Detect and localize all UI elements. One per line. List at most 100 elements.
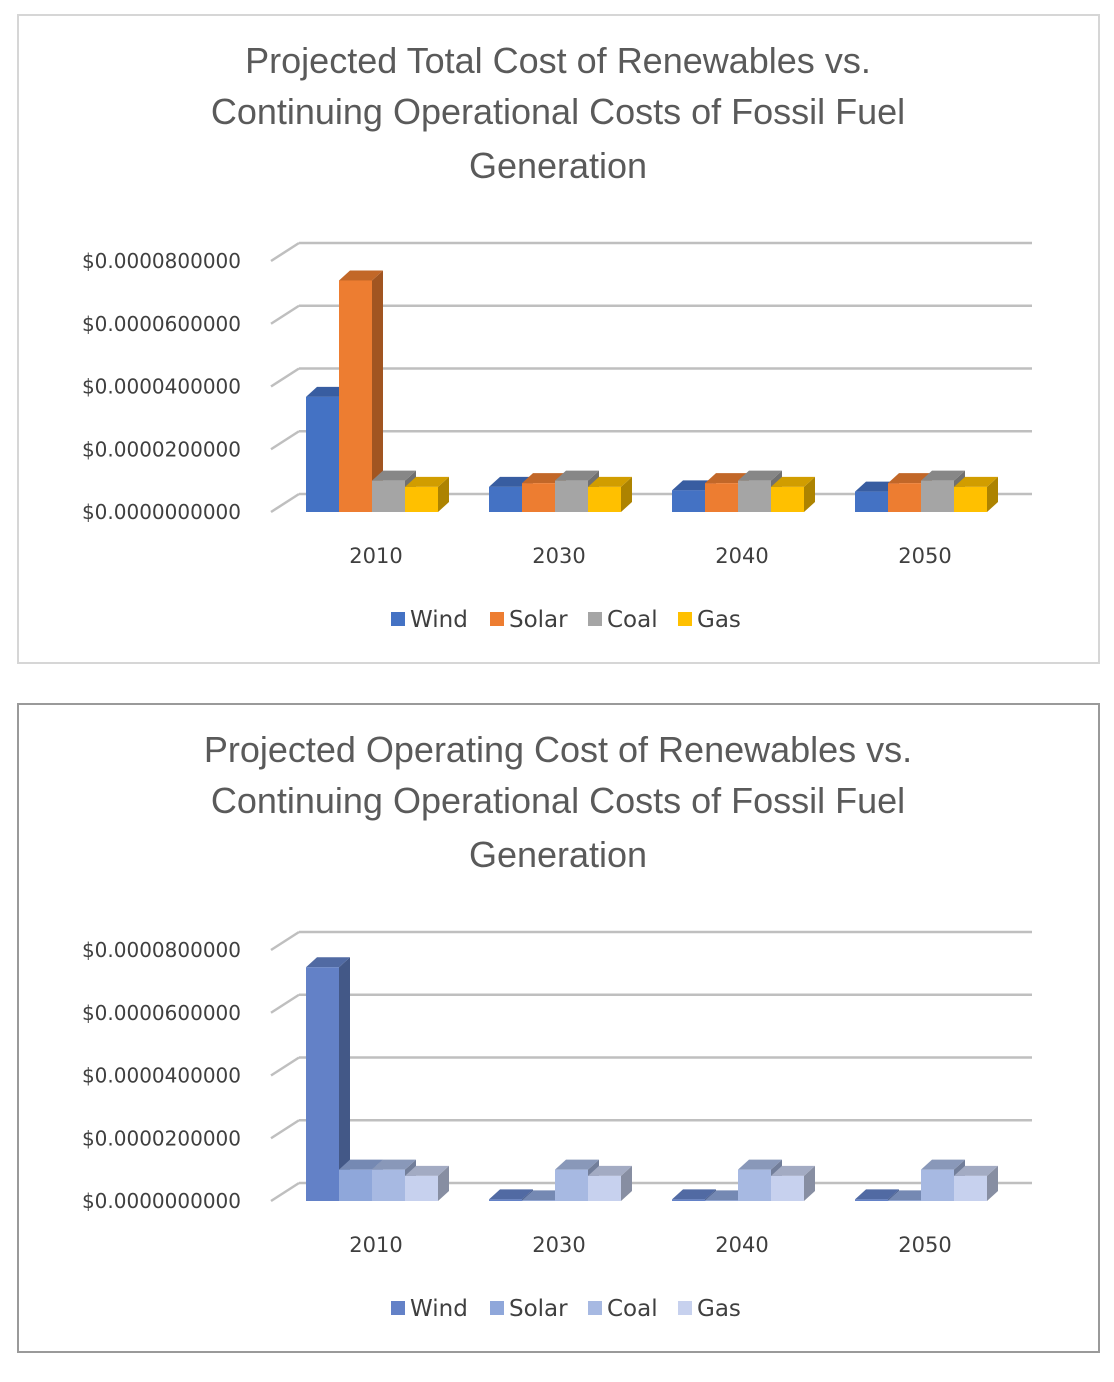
gridline-depth <box>270 367 300 388</box>
legend-label: Wind <box>410 1296 468 1322</box>
gridline-depth <box>270 241 300 263</box>
bar-front <box>738 1169 771 1201</box>
bar-front <box>306 967 339 1201</box>
gridline-depth <box>270 492 300 514</box>
bar-solar-2010 <box>339 270 383 512</box>
bar-top <box>489 1189 533 1200</box>
bar-top <box>306 957 350 968</box>
bar-front <box>555 480 588 512</box>
bar-front <box>489 486 522 512</box>
bar-gas-2040 <box>771 476 815 512</box>
bar-top <box>405 476 449 487</box>
y-tick-label: $0.0000200000 <box>82 1126 241 1150</box>
gridline-depth <box>270 430 300 451</box>
bar-top <box>672 1189 716 1200</box>
chart-panel-total-cost: Projected Total Cost of Renewables vs. Co… <box>17 14 1100 664</box>
legend-item-solar: Solar <box>490 1296 568 1322</box>
legend-item-coal: Coal <box>588 607 658 633</box>
bar-front <box>954 486 987 512</box>
bar-front <box>555 1169 588 1201</box>
legend-item-coal: Coal <box>588 1296 658 1322</box>
bar-gas-2030 <box>588 1165 632 1201</box>
x-category-label: 2010 <box>349 1233 402 1257</box>
legend-item-gas: Gas <box>678 607 741 633</box>
bars <box>306 270 998 512</box>
y-tick-label: $0.0000400000 <box>82 1064 241 1088</box>
y-tick-label: $0.0000600000 <box>82 312 241 336</box>
legend-swatch <box>678 612 692 626</box>
bar-gas-2010 <box>405 1165 449 1201</box>
bar-side <box>804 1165 815 1201</box>
bar-top <box>738 470 782 481</box>
legend-label: Solar <box>509 607 568 633</box>
legend-swatch <box>588 612 602 626</box>
legend: Wind Solar Coal Gas <box>391 607 741 633</box>
chart-total-cost: Projected Total Cost of Renewables vs. Co… <box>82 40 1032 633</box>
gridline-depth <box>270 1181 300 1203</box>
bar-front <box>738 480 771 512</box>
bar-gas-2050 <box>954 476 998 512</box>
bar-top <box>954 1165 998 1176</box>
chart-title: Projected Total Cost of Renewables vs. Co… <box>211 40 905 186</box>
bars <box>306 957 998 1201</box>
bar-side <box>987 476 998 512</box>
bar-top <box>339 1159 383 1170</box>
legend-swatch <box>588 1301 602 1315</box>
legend-swatch <box>391 612 405 626</box>
y-tick-label: $0.0000200000 <box>82 437 241 461</box>
bar-front <box>405 486 438 512</box>
bar-top <box>339 270 383 281</box>
bar-top <box>954 476 998 487</box>
legend-swatch <box>391 1301 405 1315</box>
bar-top <box>372 1159 416 1170</box>
bar-top <box>855 1189 899 1200</box>
bar-top <box>372 470 416 481</box>
legend-label: Solar <box>509 1296 568 1322</box>
gridline-depth <box>270 304 300 325</box>
chart-title-line-1: Projected Total Cost of Renewables vs. <box>245 40 871 81</box>
bar-wind-2010 <box>306 957 350 1201</box>
bar-front <box>672 490 705 512</box>
chart-title: Projected Operating Cost of Renewables v… <box>204 729 912 875</box>
chart-title-line-2: Continuing Operational Costs of Fossil F… <box>211 780 905 821</box>
chart-title-line-3: Generation <box>469 145 647 186</box>
bar-front <box>855 1199 888 1201</box>
legend-label: Coal <box>607 1296 658 1322</box>
bar-top <box>771 476 815 487</box>
bar-front <box>921 1169 954 1201</box>
gridline-depth <box>270 1056 300 1077</box>
chart-title-line-1: Projected Operating Cost of Renewables v… <box>204 729 912 770</box>
chart-panel-operating-cost: Projected Operating Cost of Renewables v… <box>17 703 1100 1353</box>
bar-front <box>405 1175 438 1201</box>
gridlines <box>270 930 1032 1203</box>
legend-swatch <box>490 1301 504 1315</box>
bar-front <box>588 486 621 512</box>
legend-label: Coal <box>607 607 658 633</box>
bar-front <box>888 483 921 512</box>
y-tick-label: $0.0000800000 <box>82 938 241 962</box>
bar-front <box>921 480 954 512</box>
y-tick-label: $0.0000400000 <box>82 375 241 399</box>
bar-gas-2050 <box>954 1165 998 1201</box>
bar-front <box>306 396 339 512</box>
bar-top <box>771 1165 815 1176</box>
legend-label: Gas <box>697 1296 741 1322</box>
bar-gas-2010 <box>405 476 449 512</box>
x-category-label: 2050 <box>898 544 951 568</box>
legend-swatch <box>678 1301 692 1315</box>
bar-front <box>672 1199 705 1201</box>
legend-item-solar: Solar <box>490 607 568 633</box>
bar-front <box>888 1200 921 1201</box>
bar-front <box>522 1200 555 1201</box>
y-tick-label: $0.0000800000 <box>82 249 241 273</box>
bar-top <box>738 1159 782 1170</box>
bar-front <box>339 1169 372 1201</box>
legend-item-wind: Wind <box>391 1296 468 1322</box>
bar-gas-2040 <box>771 1165 815 1201</box>
bar-front <box>372 480 405 512</box>
chart-operating-cost: Projected Operating Cost of Renewables v… <box>82 729 1032 1322</box>
legend-label: Wind <box>410 607 468 633</box>
bar-front <box>372 1169 405 1201</box>
legend-item-gas: Gas <box>678 1296 741 1322</box>
bar-front <box>489 1199 522 1201</box>
